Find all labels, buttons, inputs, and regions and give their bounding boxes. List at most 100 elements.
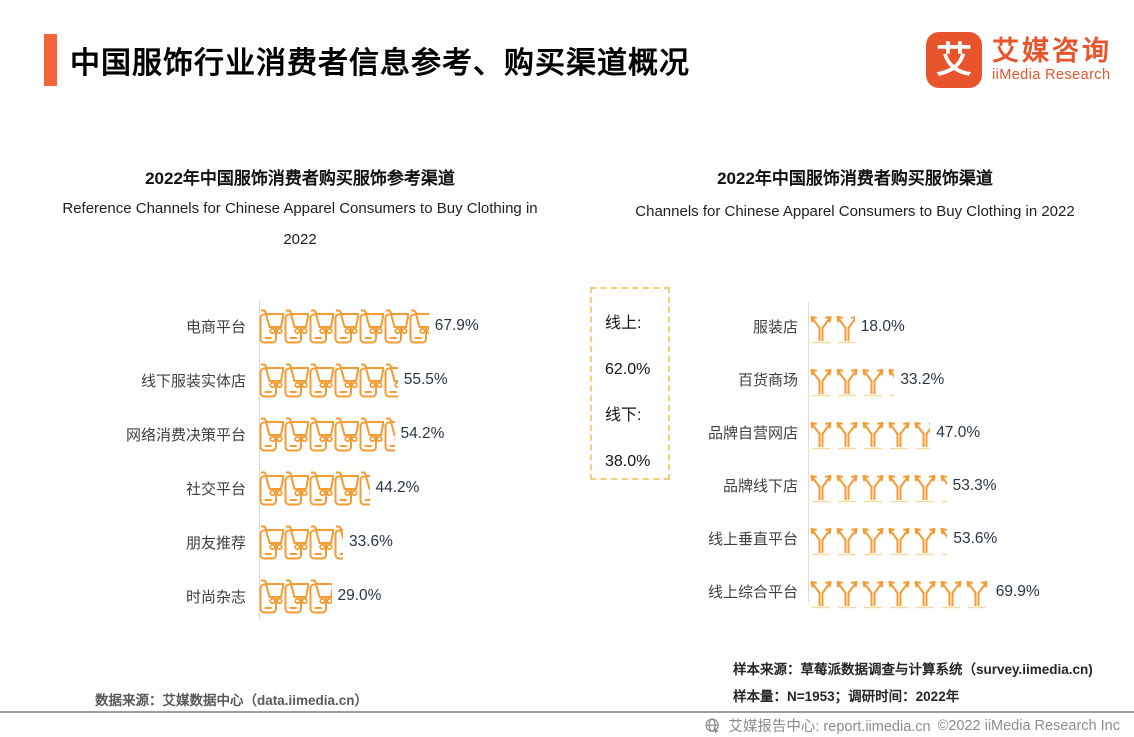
sample-size-note: 样本量：N=1953；调研时间：2022年 — [733, 689, 960, 704]
phone-cart-icon — [309, 579, 332, 614]
phone-cart-icon — [259, 525, 284, 560]
clothes-rack-icon — [862, 368, 884, 396]
phone-cart-icon — [309, 417, 334, 452]
pictogram-bar — [259, 522, 343, 562]
category-label: 网络消费决策平台 — [125, 426, 246, 444]
value-label: 53.6% — [953, 529, 998, 547]
report-center-link: 艾媒报告中心: report.iimedia.cn — [728, 719, 931, 735]
logo-name-en: iiMedia Research — [992, 66, 1111, 83]
clothes-rack-icon — [914, 474, 936, 502]
value-label: 54.2% — [400, 425, 445, 442]
phone-cart-icon — [359, 309, 384, 344]
logo-text: 艾媒咨询 iiMedia Research — [992, 36, 1112, 84]
phone-cart-icon — [359, 363, 384, 398]
clothes-rack-icon — [836, 474, 858, 502]
pictogram-bar — [259, 306, 429, 346]
clothes-rack-icon — [810, 315, 832, 343]
category-label: 电商平台 — [185, 318, 246, 336]
pictogram-bar — [259, 576, 332, 616]
clothes-rack-icon — [810, 474, 832, 502]
category-label: 线下服装实体店 — [140, 372, 246, 390]
pictogram-row: 品牌线下店 53.3% — [690, 459, 1040, 512]
category-label: 品牌线下店 — [722, 478, 798, 495]
pictogram-bar — [808, 466, 947, 506]
left-chart-rows: 电商平台 67.9% 线下服装实体店 55.5% 网络消费决策平台 54.2% 社交平台 44… — [60, 299, 479, 623]
category-label: 品牌自营网店 — [707, 425, 798, 442]
phone-cart-icon — [334, 309, 359, 344]
phone-cart-icon — [384, 417, 395, 452]
offline-label: 线下: — [605, 407, 642, 424]
sample-source-note: 样本来源：草莓派数据调查与计算系统（survey.iimedia.cn) — [733, 662, 1093, 677]
phone-cart-icon — [309, 309, 334, 344]
pictogram-row: 朋友推荐 33.6% — [60, 515, 479, 569]
value-label: 69.9% — [995, 582, 1040, 600]
globe-cursor-icon — [704, 717, 721, 734]
phone-cart-icon — [309, 525, 334, 560]
value-label: 47.0% — [936, 423, 981, 441]
clothes-rack-icon — [888, 527, 910, 555]
category-label: 社交平台 — [185, 480, 246, 498]
clothes-rack-icon — [862, 580, 884, 608]
value-label: 33.6% — [349, 533, 393, 550]
phone-cart-icon — [334, 363, 359, 398]
clothes-rack-icon — [810, 368, 832, 396]
iimedia-logo-icon: 艾 — [926, 32, 982, 88]
pictogram-row: 品牌自营网店 47.0% — [690, 406, 1040, 459]
category-label: 服装店 — [752, 319, 798, 336]
value-label: 55.5% — [403, 371, 448, 388]
value-label: 29.0% — [337, 587, 382, 604]
offline-value: 38.0% — [605, 453, 651, 470]
phone-cart-icon — [334, 471, 359, 506]
clothes-rack-icon — [940, 580, 962, 608]
phone-cart-icon — [259, 471, 284, 506]
phone-cart-icon — [309, 471, 334, 506]
phone-cart-icon — [284, 471, 309, 506]
left-chart-title: 2022年中国服饰消费者购买服饰参考渠道 — [145, 169, 455, 188]
pictogram-bar — [808, 413, 931, 453]
pictogram-bar — [808, 519, 948, 559]
right-chart-subtitle: Channels for Chinese Apparel Consumers t… — [635, 203, 1075, 220]
title-accent-bar — [44, 34, 57, 86]
phone-cart-icon — [384, 309, 409, 344]
logo-name-cn: 艾媒咨询 — [992, 35, 1112, 66]
pictogram-row: 线下服装实体店 55.5% — [60, 353, 479, 407]
phone-cart-icon — [259, 363, 284, 398]
sample-notes: 样本来源：草莓派数据调查与计算系统（survey.iimedia.cn) 样本量… — [733, 656, 1093, 710]
left-chart-subtitle: Reference Channels for Chinese Apparel C… — [62, 200, 538, 248]
clothes-rack-icon — [966, 580, 988, 608]
clothes-rack-icon — [862, 527, 884, 555]
phone-cart-icon — [284, 417, 309, 452]
clothes-rack-icon — [862, 474, 884, 502]
clothes-rack-icon — [836, 580, 858, 608]
data-source-note: 数据来源：艾媒数据中心（data.iimedia.cn） — [95, 693, 369, 708]
clothes-rack-icon — [888, 368, 895, 396]
phone-cart-icon — [359, 471, 370, 506]
value-label: 18.0% — [860, 317, 905, 335]
phone-cart-icon — [384, 363, 398, 398]
pictogram-bar — [808, 307, 855, 347]
clothes-rack-icon — [810, 580, 832, 608]
clothes-rack-icon — [914, 580, 936, 608]
phone-cart-icon — [259, 417, 284, 452]
pictogram-row: 线上垂直平台 53.6% — [690, 512, 1040, 565]
pictogram-bar — [808, 360, 895, 400]
phone-cart-icon — [334, 525, 343, 560]
phone-cart-icon — [259, 579, 284, 614]
clothes-rack-icon — [862, 421, 884, 449]
category-label: 朋友推荐 — [185, 534, 246, 552]
clothes-rack-icon — [888, 421, 910, 449]
pictogram-row: 电商平台 67.9% — [60, 299, 479, 353]
phone-cart-icon — [259, 309, 284, 344]
phone-cart-icon — [334, 417, 359, 452]
clothes-rack-icon — [888, 474, 910, 502]
footer-bar: 艾媒报告中心: report.iimedia.cn ©2022 iiMedia … — [704, 715, 1120, 736]
clothes-rack-icon — [836, 315, 855, 343]
clothes-rack-icon — [836, 527, 858, 555]
clothes-rack-icon — [836, 368, 858, 396]
clothes-rack-icon — [810, 421, 832, 449]
footer-divider — [0, 711, 1134, 713]
pictogram-row: 网络消费决策平台 54.2% — [60, 407, 479, 461]
clothes-rack-icon — [940, 474, 947, 502]
pictogram-bar — [259, 468, 370, 508]
